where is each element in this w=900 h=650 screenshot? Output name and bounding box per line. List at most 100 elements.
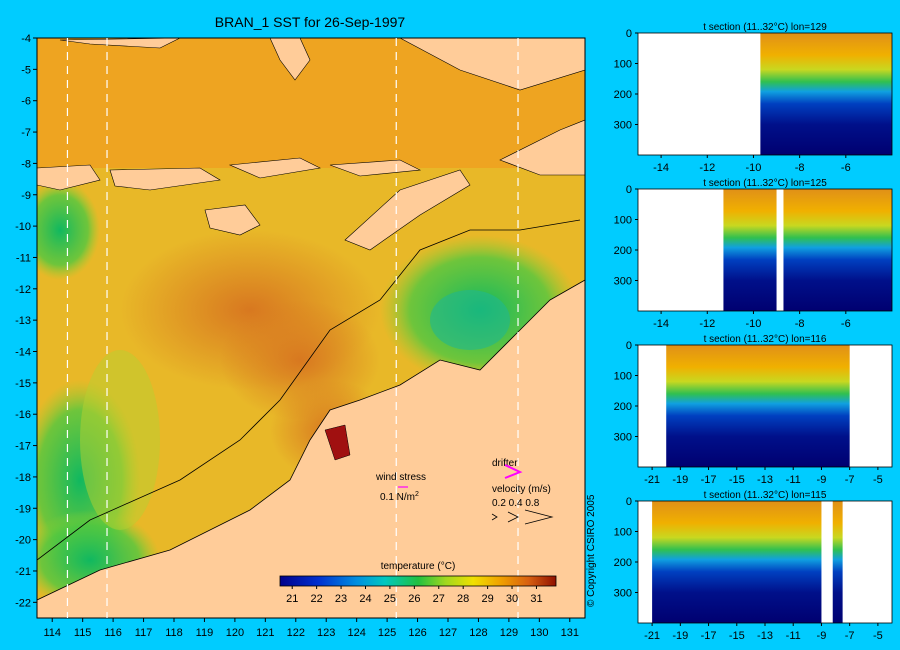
section-x-tick-label: -5 bbox=[873, 474, 883, 486]
map-y-tick-label: -16 bbox=[15, 409, 31, 421]
colorbar-tick-label: 28 bbox=[457, 593, 469, 605]
section-x-tick-label: -5 bbox=[873, 630, 883, 642]
section-x-tick-label: -19 bbox=[672, 474, 688, 486]
map-y-axis: -4 -5 -6 -7 -8 -9 -10 -11 -12 -13 -14 -15 -16 -17 -18 -… bbox=[15, 33, 37, 609]
section-x-tick-label: -17 bbox=[701, 474, 717, 486]
map-x-tick-label: 129 bbox=[500, 627, 518, 639]
section-x-tick-label: -15 bbox=[729, 630, 745, 642]
section-x-tick-label: -6 bbox=[841, 318, 851, 330]
section-y-tick-label: 200 bbox=[614, 245, 632, 257]
section-title: t section (11..32°C) lon=129 bbox=[703, 22, 827, 33]
map-y-tick-label: -12 bbox=[15, 284, 31, 296]
section-y-tick-label: 100 bbox=[614, 527, 632, 539]
section-x-tick-label: -13 bbox=[757, 474, 773, 486]
section-x-tick-label: -12 bbox=[699, 162, 715, 174]
section-x-tick-label: -8 bbox=[795, 162, 805, 174]
map-x-tick-label: 127 bbox=[439, 627, 457, 639]
colorbar-tick-label: 29 bbox=[481, 593, 493, 605]
colorbar-tick-label: 27 bbox=[433, 593, 445, 605]
section-y-tick-label: 100 bbox=[614, 59, 632, 71]
section-title: t section (11..32°C) lon=116 bbox=[704, 334, 827, 345]
map-x-tick-label: 116 bbox=[104, 627, 122, 639]
sections-chart: t section (11..32°C) lon=129 0 100 200 300 -1… bbox=[614, 22, 893, 642]
section-title: t section (11..32°C) lon=125 bbox=[703, 178, 827, 189]
colorbar-tick-label: 22 bbox=[311, 593, 323, 605]
map-y-tick-label: -9 bbox=[21, 190, 31, 202]
drifter-icon bbox=[504, 464, 523, 479]
colorbar-tick-label: 24 bbox=[359, 593, 371, 605]
section-y-tick-label: 100 bbox=[614, 215, 632, 227]
section-temperature-field bbox=[760, 33, 892, 155]
section-x-tick-label: -11 bbox=[786, 474, 801, 486]
colorbar-tick-label: 21 bbox=[286, 593, 298, 605]
section-y-tick-label: 0 bbox=[626, 340, 632, 352]
colorbar bbox=[279, 575, 557, 587]
section-x-tick-label: -21 bbox=[644, 474, 660, 486]
section-x-tick-label: -13 bbox=[757, 630, 773, 642]
map-x-tick-label: 114 bbox=[43, 627, 61, 639]
section-x-tick-label: -14 bbox=[653, 162, 669, 174]
section-y-tick-label: 200 bbox=[614, 401, 632, 413]
section-temperature-field bbox=[666, 345, 850, 467]
map-x-tick-label: 121 bbox=[256, 627, 274, 639]
section-x-tick-label: -15 bbox=[729, 474, 745, 486]
velocity-ticks: 0.2 0.4 0.8 bbox=[492, 498, 540, 509]
section-x-tick-label: -7 bbox=[845, 630, 855, 642]
section-x-tick-label: -11 bbox=[786, 630, 801, 642]
section-lines bbox=[66, 38, 519, 618]
map-y-tick-label: -17 bbox=[15, 441, 31, 453]
drifter-label: drifter bbox=[492, 458, 518, 469]
map-y-tick-label: -4 bbox=[21, 33, 31, 45]
colorbar-tick-label: 23 bbox=[335, 593, 347, 605]
map-y-tick-label: -10 bbox=[15, 221, 31, 233]
map-y-tick-label: -21 bbox=[15, 566, 31, 578]
map-x-tick-label: 125 bbox=[378, 627, 396, 639]
section-x-tick-label: -7 bbox=[845, 474, 855, 486]
section-x-tick-label: -14 bbox=[653, 318, 669, 330]
map-x-tick-label: 124 bbox=[347, 627, 365, 639]
colorbar-ticks: 21 22 23 24 25 26 27 28 29 30 31 bbox=[286, 586, 543, 605]
sst-map-chart: 114 115 116 117 118 119 120 121 122 123 124 125 126 1… bbox=[15, 33, 586, 639]
section-y-tick-label: 0 bbox=[626, 28, 632, 40]
map-y-tick-label: -11 bbox=[16, 252, 31, 264]
section-title: t section (11..32°C) lon=115 bbox=[704, 490, 827, 501]
section-x-tick-label: -6 bbox=[841, 162, 851, 174]
map-y-tick-label: -22 bbox=[15, 597, 31, 609]
section-temperature-field bbox=[652, 501, 822, 623]
section-y-tick-label: 0 bbox=[626, 184, 632, 196]
section-y-tick-label: 300 bbox=[614, 276, 632, 288]
section-temperature-field bbox=[783, 189, 892, 311]
map-x-tick-label: 123 bbox=[317, 627, 335, 639]
map-y-tick-label: -6 bbox=[21, 96, 31, 108]
map-x-tick-label: 115 bbox=[74, 627, 92, 639]
section-y-tick-label: 300 bbox=[614, 120, 632, 132]
colorbar-tick-label: 25 bbox=[384, 593, 396, 605]
map-x-tick-label: 131 bbox=[561, 627, 579, 639]
colorbar-title: temperature (°C) bbox=[381, 561, 456, 572]
map-x-tick-label: 120 bbox=[226, 627, 244, 639]
section-x-tick-label: -8 bbox=[795, 318, 805, 330]
map-x-tick-label: 117 bbox=[135, 627, 153, 639]
section-x-tick-label: -10 bbox=[746, 318, 762, 330]
section-y-tick-label: 200 bbox=[614, 89, 632, 101]
map-y-tick-label: -19 bbox=[15, 503, 31, 515]
map-x-tick-label: 126 bbox=[408, 627, 426, 639]
map-x-tick-label: 130 bbox=[530, 627, 548, 639]
section-x-tick-label: -10 bbox=[746, 162, 762, 174]
section-y-tick-label: 300 bbox=[614, 432, 632, 444]
wind-stress-label: wind stress bbox=[375, 472, 426, 483]
section-temperature-field bbox=[832, 501, 843, 623]
section-x-tick-label: -17 bbox=[701, 630, 717, 642]
colorbar-tick-label: 31 bbox=[530, 593, 542, 605]
section-y-tick-label: 100 bbox=[614, 371, 632, 383]
map-y-tick-label: -13 bbox=[15, 315, 31, 327]
wind-stress-scale: 0.1 N/m2 bbox=[380, 491, 419, 503]
section-temperature-field bbox=[723, 189, 777, 311]
map-y-tick-label: -15 bbox=[15, 378, 31, 390]
page-title: BRAN_1 SST for 26-Sep-1997 bbox=[214, 14, 406, 30]
map-y-tick-label: -20 bbox=[15, 535, 31, 547]
section-x-tick-label: -9 bbox=[817, 630, 827, 642]
section-x-tick-label: -19 bbox=[672, 630, 688, 642]
map-x-tick-label: 128 bbox=[469, 627, 487, 639]
map-y-tick-label: -5 bbox=[21, 64, 31, 76]
